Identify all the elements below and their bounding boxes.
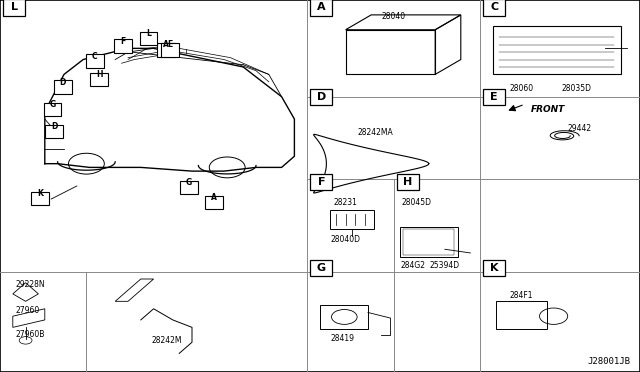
Text: 29442: 29442	[567, 124, 591, 133]
FancyBboxPatch shape	[31, 192, 49, 205]
Text: K: K	[37, 199, 42, 208]
Text: 284F1: 284F1	[510, 291, 533, 300]
Text: 28045D: 28045D	[401, 198, 431, 207]
Text: 29228N: 29228N	[16, 280, 45, 289]
Text: 28242M: 28242M	[151, 336, 182, 345]
FancyBboxPatch shape	[483, 0, 505, 16]
Text: 28419: 28419	[330, 334, 355, 343]
Text: A: A	[211, 193, 218, 202]
Text: 284G2: 284G2	[400, 262, 426, 270]
Text: 25394D: 25394D	[429, 262, 460, 270]
FancyBboxPatch shape	[114, 39, 132, 53]
FancyBboxPatch shape	[310, 260, 332, 276]
FancyBboxPatch shape	[483, 260, 505, 276]
FancyBboxPatch shape	[161, 43, 179, 57]
Text: G: G	[49, 100, 56, 109]
Text: D: D	[317, 92, 326, 102]
Text: G: G	[317, 263, 326, 273]
FancyBboxPatch shape	[483, 89, 505, 105]
Text: C: C	[490, 3, 498, 12]
FancyBboxPatch shape	[180, 181, 198, 194]
Text: 27960B: 27960B	[16, 330, 45, 339]
Text: D: D	[51, 122, 58, 131]
Text: A: A	[317, 3, 326, 12]
FancyBboxPatch shape	[3, 0, 25, 16]
Bar	[493, 26, 621, 74]
Text: 28035D: 28035D	[561, 84, 591, 93]
FancyBboxPatch shape	[157, 43, 175, 57]
FancyBboxPatch shape	[310, 174, 332, 190]
FancyBboxPatch shape	[310, 89, 332, 105]
Text: 28242MA: 28242MA	[358, 128, 394, 137]
Text: 28040: 28040	[381, 12, 406, 21]
Bar	[320, 305, 368, 329]
Text: G: G	[186, 178, 192, 187]
Text: C: C	[92, 52, 97, 61]
FancyBboxPatch shape	[140, 32, 157, 45]
Text: 28040D: 28040D	[331, 235, 360, 244]
Bar	[330, 210, 374, 229]
Bar	[400, 227, 458, 257]
Bar	[403, 229, 454, 255]
FancyBboxPatch shape	[86, 54, 104, 68]
Text: E: E	[167, 41, 172, 49]
Text: 28060: 28060	[509, 84, 534, 93]
FancyBboxPatch shape	[90, 73, 108, 86]
Text: F: F	[120, 37, 125, 46]
Text: L: L	[146, 29, 151, 38]
Bar	[496, 301, 547, 329]
Text: L: L	[11, 3, 17, 12]
Text: FRONT: FRONT	[531, 105, 566, 114]
Text: 27960: 27960	[16, 306, 40, 315]
Text: K: K	[37, 189, 44, 198]
Text: H: H	[96, 70, 102, 79]
Text: J28001JB: J28001JB	[588, 357, 630, 366]
Text: K: K	[490, 263, 499, 273]
FancyBboxPatch shape	[44, 103, 61, 116]
Text: A: A	[163, 41, 170, 49]
Text: E: E	[490, 92, 498, 102]
FancyBboxPatch shape	[205, 196, 223, 209]
FancyBboxPatch shape	[54, 80, 72, 94]
Text: D: D	[60, 78, 66, 87]
Text: H: H	[403, 177, 412, 187]
Text: F: F	[317, 177, 325, 187]
Text: 28231: 28231	[333, 198, 358, 207]
FancyBboxPatch shape	[397, 174, 419, 190]
FancyBboxPatch shape	[45, 125, 63, 138]
FancyBboxPatch shape	[310, 0, 332, 16]
